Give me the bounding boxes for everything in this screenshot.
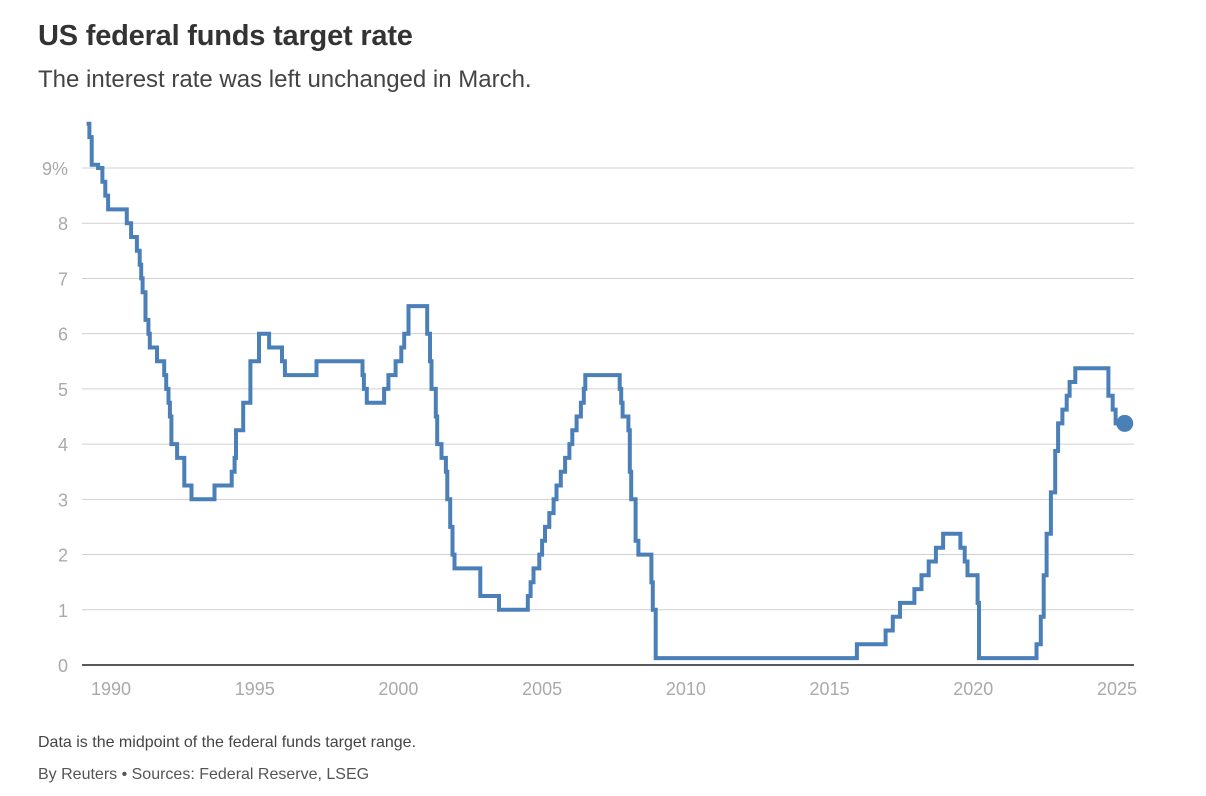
- chart-title: US federal funds target rate: [38, 20, 413, 52]
- y-tick-label-3: 3: [58, 490, 68, 510]
- y-tick-label-6: 6: [58, 325, 68, 345]
- y-tick-label-9: 9%: [42, 159, 68, 179]
- x-tick-label-2000: 2000: [378, 679, 418, 699]
- y-tick-label-1: 1: [58, 601, 68, 621]
- source-credit: By Reuters • Sources: Federal Reserve, L…: [38, 766, 370, 783]
- gridlines: [82, 167, 1134, 611]
- x-tick-label-2015: 2015: [810, 679, 850, 699]
- series-line-0: [86, 121, 1123, 661]
- y-tick-label-4: 4: [58, 435, 68, 455]
- y-tick-label-5: 5: [58, 380, 68, 400]
- y-tick-label-7: 7: [58, 269, 68, 289]
- x-tick-label-2005: 2005: [522, 679, 562, 699]
- series: [86, 121, 1134, 661]
- y-tick-label-0: 0: [58, 656, 68, 676]
- x-axis-ticks: 1990 1995 2000 2005 2010 2015 2020 2025: [91, 679, 1137, 699]
- x-tick-label-1995: 1995: [235, 679, 275, 699]
- x-tick-label-1990: 1990: [91, 679, 131, 699]
- footnote: Data is the midpoint of the federal fund…: [38, 734, 417, 751]
- y-tick-label-8: 8: [58, 214, 68, 234]
- x-tick-label-2010: 2010: [666, 679, 706, 699]
- chart-subtitle: The interest rate was left unchanged in …: [38, 66, 532, 93]
- y-tick-label-2: 2: [58, 546, 68, 566]
- x-tick-label-2020: 2020: [953, 679, 993, 699]
- y-axis-ticks: 0 1 2 3 4 5 6 7 8 9%: [42, 159, 68, 676]
- series-end-marker: [1116, 414, 1134, 432]
- x-tick-label-2025: 2025: [1097, 679, 1137, 699]
